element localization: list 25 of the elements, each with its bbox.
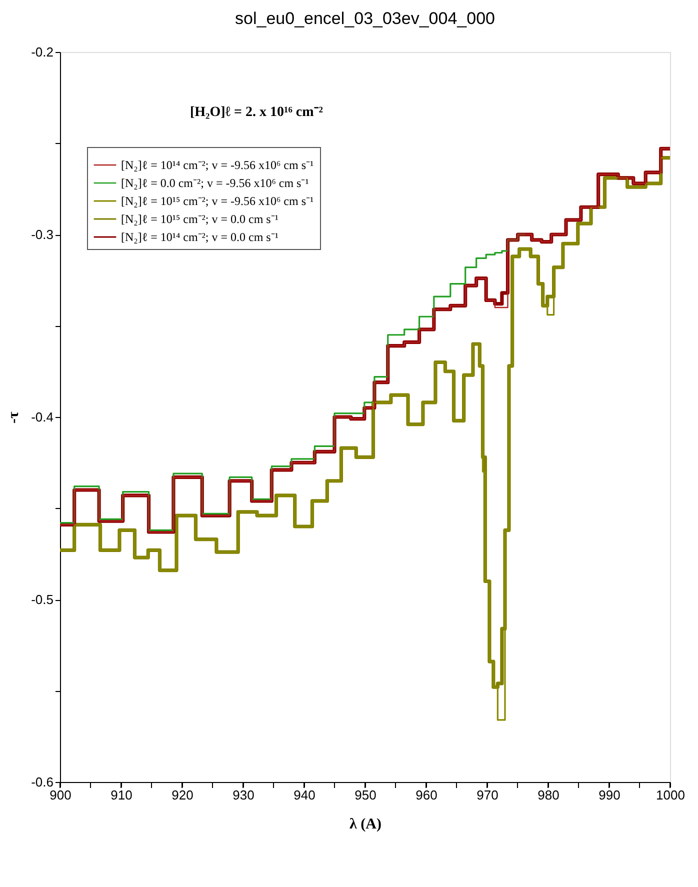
legend-label: [N₂]ℓ = 0.0 cm⁻²; v = -9.56 x10⁶ cm s⁻¹ xyxy=(121,176,310,190)
x-axis-title: λ (A) xyxy=(350,816,382,832)
x-tick-label: 990 xyxy=(598,788,620,802)
y-tick-label: -0.6 xyxy=(31,774,54,790)
legend-label: [N₂]ℓ = 10¹⁴ cm⁻²; v = 0.0 cm s⁻¹ xyxy=(121,230,279,244)
x-tick-label: 950 xyxy=(354,788,376,802)
y-tick-label: -0.3 xyxy=(31,227,54,242)
y-axis-title: -τ xyxy=(6,411,22,424)
x-tick-label: 970 xyxy=(476,788,498,802)
y-tick-label: -0.5 xyxy=(31,592,54,607)
annotation: [H₂O]ℓ = 2. x 10¹⁶ cm⁻² xyxy=(190,105,323,120)
legend-label: [N₂]ℓ = 10¹⁵ cm⁻²; v = -9.56 x10⁶ cm s⁻¹ xyxy=(121,194,314,208)
x-tick-label: 930 xyxy=(232,788,254,802)
legend-label: [N₂]ℓ = 10¹⁴ cm⁻²; v = -9.56 x10⁶ cm s⁻¹ xyxy=(121,158,314,172)
y-tick-label: -0.2 xyxy=(31,44,54,60)
x-tick-label: 910 xyxy=(110,788,132,802)
x-tick-label: 900 xyxy=(50,788,72,802)
x-tick-label: 940 xyxy=(294,788,316,802)
x-tick-label: 920 xyxy=(172,788,194,802)
chart-title: sol_eu0_encel_03_03ev_004_000 xyxy=(235,9,495,28)
x-tick-label: 1000 xyxy=(656,788,685,802)
y-tick-label: -0.4 xyxy=(31,410,54,424)
x-tick-label: 980 xyxy=(538,788,560,802)
x-tick-label: 960 xyxy=(416,788,438,802)
legend-label: [N₂]ℓ = 10¹⁵ cm⁻²; v = 0.0 cm s⁻¹ xyxy=(121,212,279,226)
